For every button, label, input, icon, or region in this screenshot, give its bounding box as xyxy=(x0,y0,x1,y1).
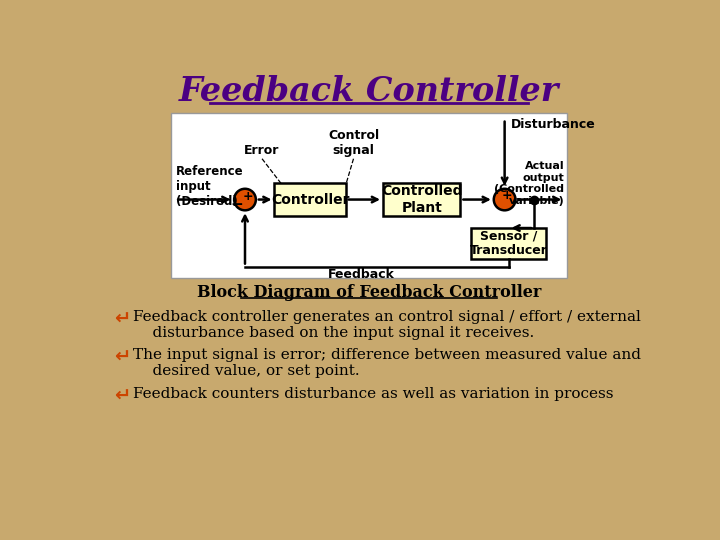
Text: The input signal is error; difference between measured value and
    desired val: The input signal is error; difference be… xyxy=(132,348,641,379)
Text: ↵: ↵ xyxy=(114,387,131,406)
FancyBboxPatch shape xyxy=(274,183,346,217)
Text: +: + xyxy=(243,190,253,203)
Text: Controlled
Plant: Controlled Plant xyxy=(381,185,462,215)
Text: Disturbance: Disturbance xyxy=(510,118,595,131)
Text: ↵: ↵ xyxy=(114,348,131,367)
Text: Feedback Controller: Feedback Controller xyxy=(179,75,559,108)
Text: −: − xyxy=(231,197,243,212)
Text: Feedback counters disturbance as well as variation in process: Feedback counters disturbance as well as… xyxy=(132,387,613,401)
Text: Actual
output
(Controlled
variable): Actual output (Controlled variable) xyxy=(495,161,564,206)
Text: Reference
input
(Desired): Reference input (Desired) xyxy=(176,165,243,208)
FancyBboxPatch shape xyxy=(171,112,567,278)
Text: Block Diagram of Feedback Controller: Block Diagram of Feedback Controller xyxy=(197,284,541,301)
Text: Feedback controller generates an control signal / effort / external
    disturba: Feedback controller generates an control… xyxy=(132,309,641,340)
FancyBboxPatch shape xyxy=(383,183,461,217)
FancyBboxPatch shape xyxy=(472,228,546,259)
Circle shape xyxy=(234,189,256,211)
Text: Error: Error xyxy=(244,144,280,157)
Text: +: + xyxy=(502,189,512,202)
Text: Control
signal: Control signal xyxy=(328,129,379,157)
Circle shape xyxy=(494,189,516,211)
Text: Controller: Controller xyxy=(271,193,349,206)
Text: ↵: ↵ xyxy=(114,309,131,329)
Text: Sensor /
Transducer: Sensor / Transducer xyxy=(469,230,547,258)
Text: Feedback: Feedback xyxy=(328,268,395,281)
